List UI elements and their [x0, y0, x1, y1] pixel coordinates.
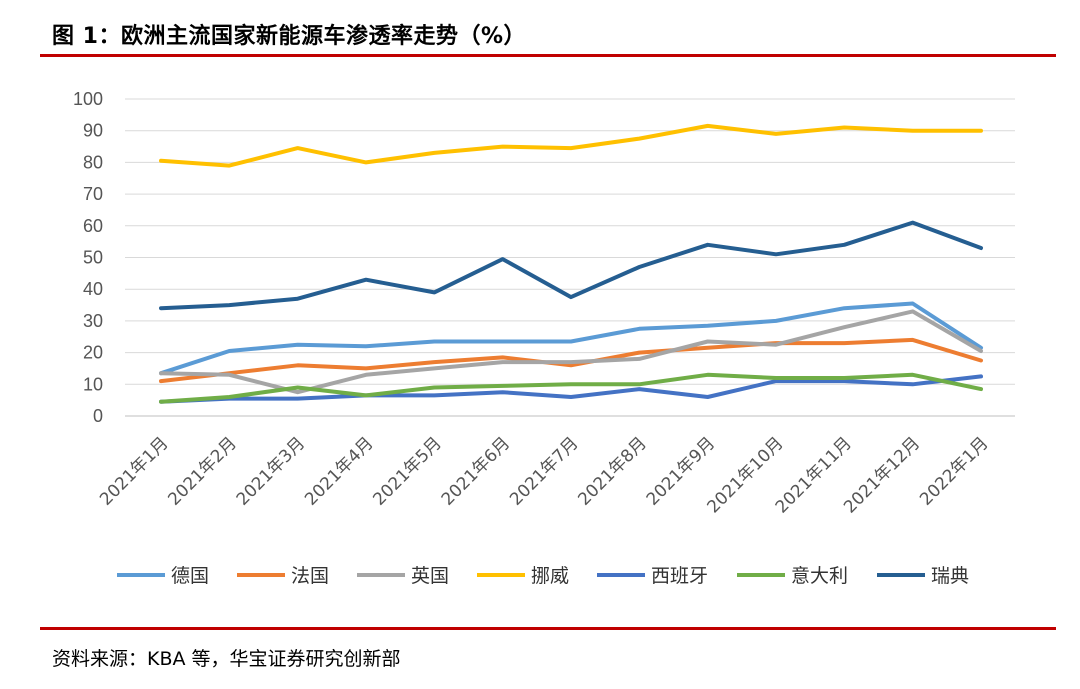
series-line — [159, 372, 983, 404]
series-lines — [159, 123, 983, 404]
legend-label: 西班牙 — [651, 565, 708, 587]
y-tick-label: 30 — [83, 311, 103, 331]
title-divider — [40, 54, 1056, 57]
y-tick-label: 20 — [83, 343, 103, 363]
x-tick-label: 2021年1月 — [96, 433, 172, 509]
series-line — [159, 337, 983, 384]
series-line — [159, 123, 983, 168]
y-axis-ticks: 0 10 20 30 40 50 60 70 80 90 100 — [73, 89, 103, 426]
y-tick-label: 0 — [93, 406, 103, 426]
series-line — [159, 220, 983, 311]
legend-label: 法国 — [291, 565, 329, 587]
x-tick-label: 2021年2月 — [164, 433, 240, 509]
x-tick-label: 2021年3月 — [233, 433, 309, 509]
source-note: 资料来源：KBA 等，华宝证券研究创新部 — [52, 648, 401, 670]
series-line — [159, 309, 983, 395]
x-tick-label: 2021年5月 — [369, 433, 445, 509]
legend-label: 意大利 — [791, 565, 848, 587]
x-tick-label: 2022年1月 — [916, 433, 992, 509]
legend: 德国 法国 英国 挪威 西班牙 意大利 瑞典 — [117, 565, 969, 587]
y-tick-label: 90 — [83, 121, 103, 141]
x-tick-label: 2021年8月 — [574, 433, 650, 509]
series-line — [159, 374, 983, 404]
y-tick-label: 70 — [83, 184, 103, 204]
legend-label: 挪威 — [531, 565, 569, 587]
series-line — [159, 301, 983, 376]
legend-label: 英国 — [411, 565, 449, 587]
y-tick-label: 10 — [83, 374, 103, 394]
figure-title: 图 1：欧洲主流国家新能源车渗透率走势（%） — [52, 24, 527, 49]
legend-label: 德国 — [171, 565, 209, 587]
x-tick-label: 2021年7月 — [506, 433, 582, 509]
legend-label: 瑞典 — [931, 565, 969, 587]
x-tick-label: 2021年6月 — [438, 433, 514, 509]
x-tick-label: 2021年4月 — [301, 433, 377, 509]
source-divider — [40, 627, 1056, 630]
x-axis-ticks: 2021年1月2021年2月2021年3月2021年4月2021年5月2021年… — [96, 433, 992, 517]
y-tick-label: 60 — [83, 216, 103, 236]
y-tick-label: 50 — [83, 248, 103, 268]
y-tick-label: 100 — [73, 89, 103, 109]
y-tick-label: 40 — [83, 279, 103, 299]
y-tick-label: 80 — [83, 152, 103, 172]
